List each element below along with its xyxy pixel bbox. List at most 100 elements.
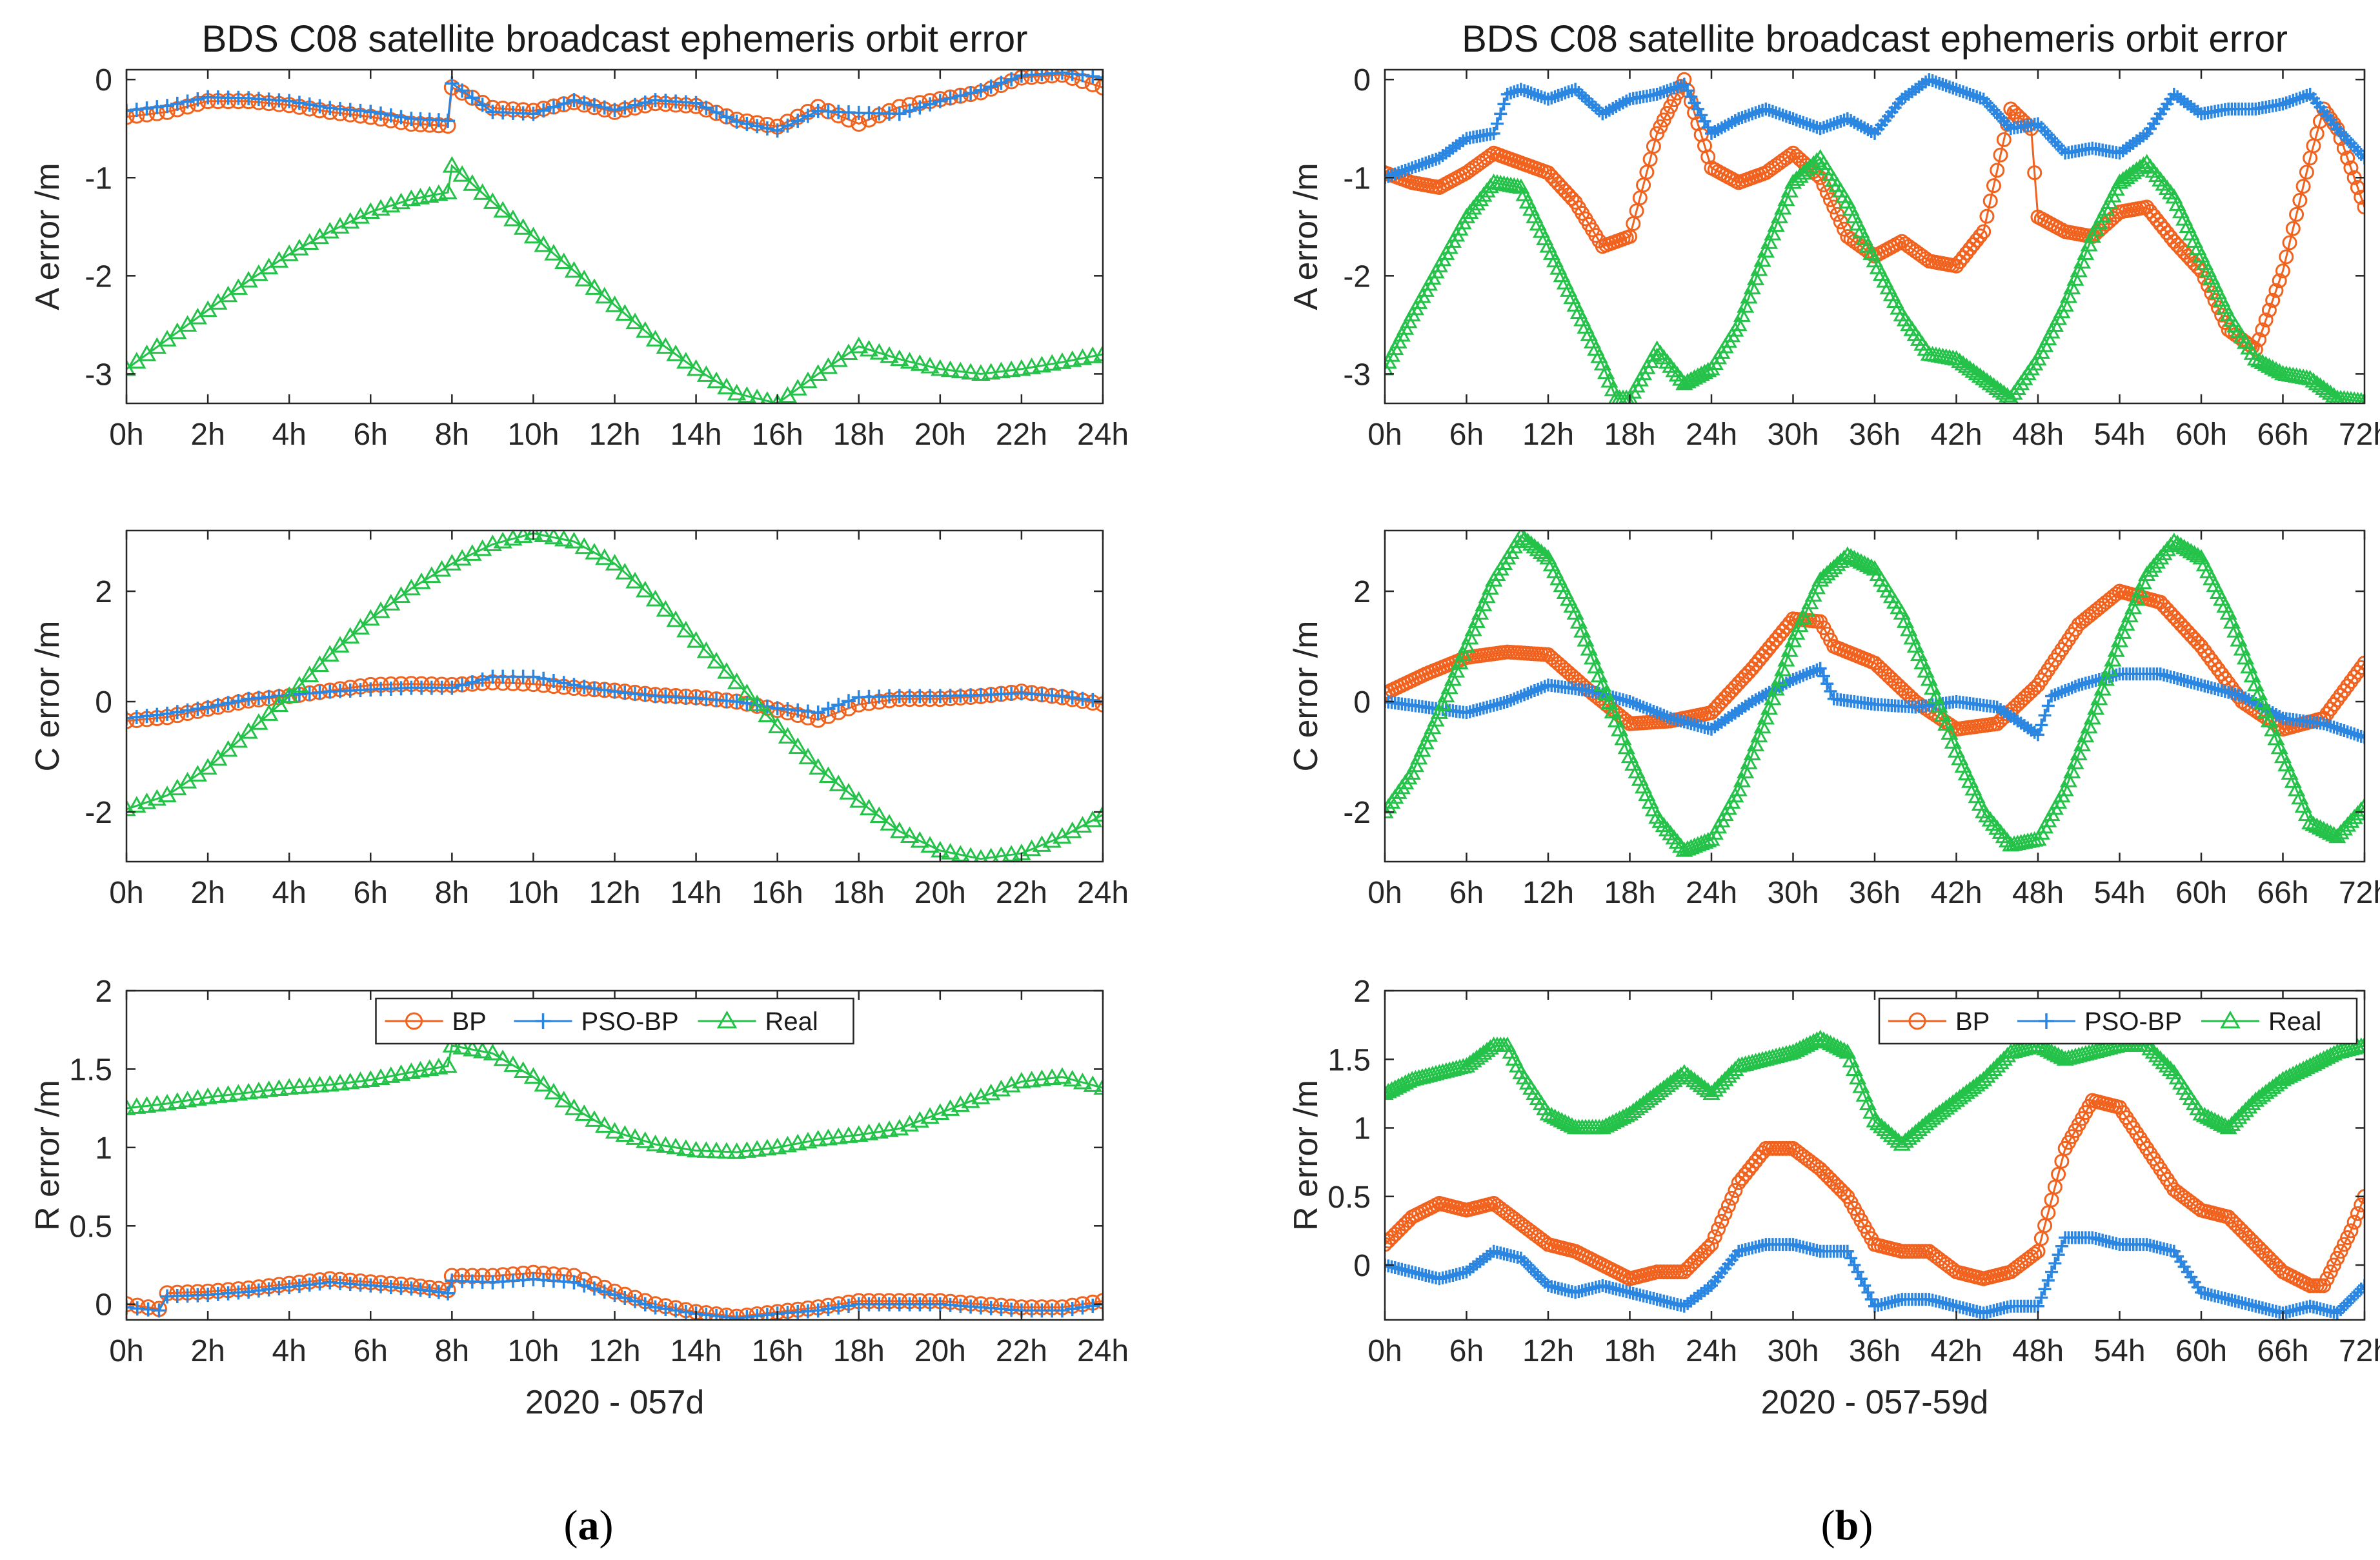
data-point-real bbox=[2250, 685, 2268, 701]
data-point-pso-bp bbox=[1844, 1251, 1858, 1265]
data-point-bp bbox=[1982, 193, 1998, 208]
x-tick-label: 12h bbox=[589, 418, 640, 452]
data-point-pso-bp bbox=[465, 675, 479, 690]
data-point-real bbox=[341, 627, 360, 644]
data-point-real bbox=[1818, 1033, 1836, 1049]
data-point-real bbox=[2141, 1040, 2159, 1056]
x-tick-label: 24h bbox=[1077, 876, 1129, 910]
data-point-real bbox=[645, 330, 665, 347]
x-tick-label: 10h bbox=[507, 1334, 559, 1368]
data-point-real bbox=[1012, 359, 1031, 376]
data-point-real bbox=[890, 349, 909, 367]
x-tick-label: 24h bbox=[1077, 1334, 1129, 1368]
x-tick-label: 72h bbox=[2339, 418, 2380, 452]
data-point-real bbox=[1675, 1064, 1693, 1080]
data-point-real bbox=[1467, 1049, 1486, 1065]
data-point-pso-bp bbox=[628, 1293, 643, 1308]
data-point-real bbox=[2257, 703, 2275, 718]
data-point-real bbox=[666, 1137, 685, 1155]
data-point-real bbox=[1529, 540, 1547, 556]
data-point-real bbox=[534, 1075, 553, 1092]
y-tick-label: 0.5 bbox=[1327, 1180, 1371, 1215]
data-point-real bbox=[1753, 251, 1771, 267]
data-point-real bbox=[1964, 1079, 1982, 1094]
data-point-real bbox=[2155, 1053, 2173, 1069]
data-point-pso-bp bbox=[719, 1310, 734, 1320]
data-point-bp bbox=[1976, 224, 1992, 239]
data-point-real bbox=[2110, 631, 2129, 647]
data-point-pso-bp bbox=[597, 100, 612, 115]
data-point-real bbox=[1968, 365, 1986, 381]
data-point-pso-bp bbox=[587, 97, 601, 112]
data-point-real bbox=[2267, 729, 2285, 745]
x-tick-label: 10h bbox=[507, 876, 559, 910]
data-point-real bbox=[2203, 1110, 2221, 1126]
data-point-real bbox=[1385, 803, 1394, 818]
y-tick-label: -2 bbox=[85, 796, 112, 830]
data-point-real bbox=[2192, 1105, 2210, 1120]
data-point-real bbox=[310, 655, 330, 672]
y-tick-label: 2 bbox=[95, 975, 112, 1009]
chart-a-2: 0h 2h 4h 6h 8h 10h 12h 14h 16h 18h 20h 22h 24h 0 0.5 1 1… bbox=[29, 975, 1129, 1421]
data-point-real bbox=[910, 831, 929, 848]
data-point-pso-bp bbox=[719, 110, 734, 125]
data-point-real bbox=[1073, 1072, 1093, 1089]
data-point-real bbox=[1937, 1099, 1955, 1115]
data-point-pso-bp bbox=[556, 676, 571, 691]
data-point-real bbox=[636, 1131, 655, 1148]
data-point-real bbox=[2311, 377, 2330, 393]
data-point-real bbox=[2260, 1081, 2279, 1097]
y-tick-label: -3 bbox=[85, 358, 112, 392]
series-line-real bbox=[126, 164, 1103, 403]
data-point-pso-bp bbox=[210, 698, 225, 713]
data-point-real bbox=[1852, 1077, 1870, 1093]
data-point-bp bbox=[1044, 70, 1060, 84]
x-tick-label: 24h bbox=[1686, 1334, 1737, 1368]
data-point-real bbox=[1454, 645, 1472, 662]
data-point-real bbox=[636, 580, 655, 598]
data-point-real bbox=[737, 386, 757, 403]
legend-marker-real bbox=[716, 1010, 738, 1029]
y-tick-label: 2 bbox=[1353, 575, 1371, 609]
data-point-real bbox=[2131, 582, 2149, 598]
data-point-pso-bp bbox=[750, 1308, 765, 1320]
x-tick-label: 66h bbox=[2257, 876, 2308, 910]
data-point-real bbox=[300, 665, 319, 683]
data-point-pso-bp bbox=[2038, 1282, 2052, 1296]
data-point-real bbox=[198, 1088, 217, 1104]
data-point-real bbox=[2257, 1084, 2275, 1099]
data-point-real bbox=[2168, 534, 2186, 551]
data-point-pso-bp bbox=[455, 678, 470, 693]
data-point-real bbox=[1930, 1104, 1948, 1120]
data-point-real bbox=[2066, 754, 2084, 769]
data-point-real bbox=[849, 1125, 869, 1142]
data-point-real bbox=[300, 1077, 319, 1093]
data-point-real bbox=[1093, 1078, 1103, 1095]
data-point-bp bbox=[1918, 251, 1933, 267]
data-point-real bbox=[1648, 1084, 1666, 1100]
data-point-real bbox=[1831, 1040, 1850, 1056]
data-point-real bbox=[625, 1128, 645, 1145]
data-point-real bbox=[1093, 805, 1103, 822]
data-point-real bbox=[778, 727, 798, 744]
data-point-pso-bp bbox=[441, 114, 456, 128]
data-point-real bbox=[1600, 372, 1619, 388]
data-point-real bbox=[2355, 797, 2365, 813]
data-point-real bbox=[1434, 695, 1452, 711]
data-point-real bbox=[991, 361, 1011, 379]
data-point-pso-bp bbox=[2035, 718, 2048, 732]
data-point-real bbox=[1842, 548, 1860, 563]
chart-b-2: 0h 6h 12h 18h 24h 30h 36h 42h 48h 54h 60h 66h 72h 0 0.… bbox=[1287, 975, 2380, 1421]
data-point-real bbox=[2121, 166, 2139, 182]
data-point-bp bbox=[1979, 208, 1995, 224]
data-point-real bbox=[513, 218, 533, 235]
data-point-pso-bp bbox=[1085, 693, 1100, 707]
data-point-real bbox=[2161, 1060, 2180, 1076]
data-point-real bbox=[992, 846, 1010, 862]
data-point-real bbox=[1597, 685, 1615, 701]
data-point-real bbox=[544, 243, 563, 261]
data-point-real bbox=[1767, 680, 1785, 696]
data-point-real bbox=[2321, 824, 2339, 840]
data-point-bp bbox=[2279, 249, 2294, 265]
